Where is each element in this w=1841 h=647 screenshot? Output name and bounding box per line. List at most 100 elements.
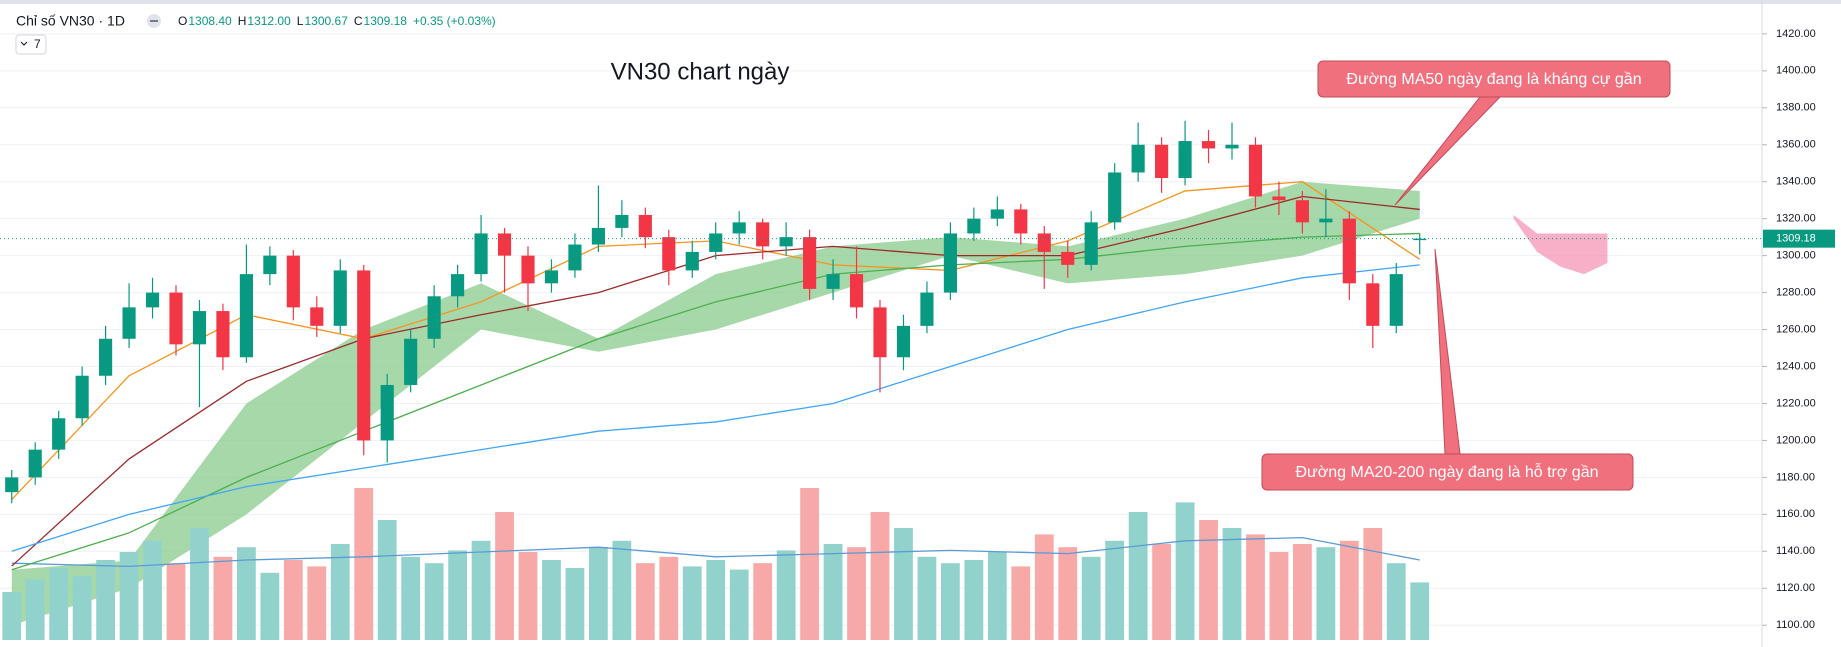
y-tick-label: 1100.00 (1776, 619, 1815, 631)
volume-bar (401, 556, 421, 640)
y-tick-label: 1160.00 (1776, 508, 1815, 520)
indicator-count: 7 (34, 37, 41, 51)
candle-body (286, 255, 300, 308)
annotation-text: Đường MA20-200 ngày đang là hỗ trợ gần (1296, 462, 1599, 481)
candle-body (1248, 144, 1263, 197)
volume-bar (635, 563, 655, 640)
volume-bar (987, 552, 1007, 640)
volume-bar (1175, 502, 1195, 640)
symbol[interactable]: Chỉ số VN30 · 1D (16, 13, 125, 29)
ma-line (11, 264, 1420, 552)
legend-value: 1300.67 (304, 14, 348, 28)
volume-bar (589, 547, 608, 640)
last-price-label: 1309.18 (1776, 233, 1816, 245)
y-tick-label: 1220.00 (1776, 397, 1816, 409)
candle-body (967, 218, 981, 234)
volume-bar (682, 566, 702, 640)
y-tick-label: 1240.00 (1776, 360, 1816, 372)
candle-body (427, 296, 441, 339)
volume-bar (1269, 552, 1289, 640)
candle-body (826, 274, 840, 289)
volume-bar (1363, 528, 1383, 640)
volume-bar (213, 556, 233, 640)
volume-bar (260, 572, 280, 640)
volume-bar (1386, 563, 1406, 640)
y-tick-label: 1260.00 (1776, 323, 1816, 335)
candle-body (849, 274, 864, 308)
candle-body (216, 311, 230, 358)
candle-body (333, 270, 347, 326)
candle-body (474, 233, 488, 275)
candle-body (310, 307, 324, 326)
y-tick-label: 1200.00 (1776, 434, 1816, 446)
volume-bar (72, 576, 92, 640)
annotation-box[interactable] (1261, 453, 1634, 491)
volume-bar (964, 560, 984, 640)
ichimoku-cloud (1513, 214, 1608, 275)
y-tick-label: 1360.00 (1776, 139, 1816, 151)
ichimoku-cloud (11, 181, 1420, 626)
candle-body (192, 311, 207, 345)
candle-body (1319, 218, 1333, 223)
legend-key: H (238, 14, 247, 28)
candle-body (145, 292, 160, 308)
annotation-box[interactable] (1317, 60, 1671, 98)
candle-body (52, 418, 66, 450)
candle-body (1413, 238, 1427, 241)
volume-bar (190, 528, 209, 640)
volume-bar (330, 544, 350, 640)
candle-body (169, 292, 183, 345)
ma-line (11, 232, 1420, 571)
volume-bar (518, 552, 538, 640)
y-tick-label: 1300.00 (1776, 250, 1816, 262)
candle-body (896, 325, 911, 358)
volume-bar (729, 569, 749, 640)
volume-bar (1246, 534, 1265, 640)
volume-bar (823, 544, 843, 640)
volume-bar (2, 592, 22, 640)
volume-bar (377, 520, 397, 640)
candle-body (5, 477, 19, 493)
volume-bar (237, 547, 256, 640)
volume-bar (1293, 544, 1312, 640)
legend-key: L (297, 14, 304, 28)
candle-body (357, 270, 371, 441)
candle-body (591, 227, 605, 245)
candle-body (1201, 141, 1216, 149)
candle-body (1342, 218, 1356, 284)
candle-body (685, 251, 699, 271)
candle-body (1014, 209, 1028, 234)
overlay-layer: 1309.18 (0, 229, 1835, 248)
candle-body (638, 214, 652, 238)
volume-bar (143, 540, 162, 640)
last-price-tag (1763, 229, 1835, 248)
volume-bar (166, 563, 186, 640)
chevron (20, 41, 28, 46)
volume-bar (1011, 566, 1031, 640)
legend-value: 1308.40 (188, 14, 232, 28)
volume-bar (917, 556, 937, 640)
candle-body (1295, 200, 1309, 223)
indicator-toggle[interactable] (15, 34, 47, 55)
candle-body (779, 237, 793, 247)
volume-bar (800, 488, 819, 640)
ohlc-legend: O 1308.40 H 1312.00 L 1300.67 C 1309.18 +0.35 (+… (178, 14, 496, 28)
volume-bar (25, 579, 45, 640)
candle-body (122, 307, 136, 339)
volume-bar (870, 512, 890, 640)
candle-body (239, 274, 253, 358)
volume-bar (307, 566, 327, 640)
legend-key: C (354, 14, 363, 28)
y-tick-label: 1420.00 (1776, 28, 1816, 40)
cloud-layer (11, 181, 1608, 626)
volume-bar (1222, 528, 1242, 640)
candle-body (521, 255, 535, 284)
candle-body (1084, 222, 1098, 265)
candle-body (1272, 196, 1286, 201)
volume-bar (424, 563, 444, 640)
candle-body (1366, 283, 1380, 326)
candle-body (1178, 141, 1192, 179)
candle-body (709, 233, 723, 252)
y-tick-label: 1120.00 (1776, 582, 1815, 594)
